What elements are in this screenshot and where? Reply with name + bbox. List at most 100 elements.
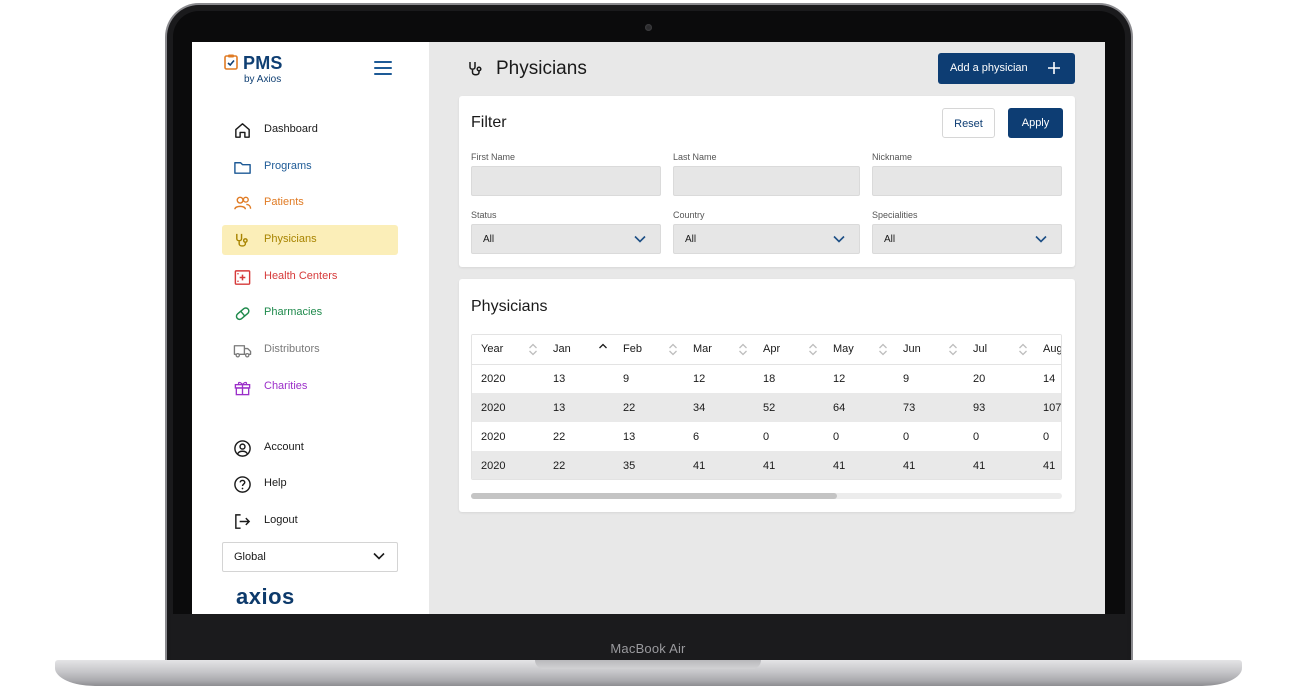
column-header-label: Year — [481, 343, 504, 356]
sidebar-item-account[interactable]: Account — [222, 433, 398, 463]
sidebar-item-pharmacies[interactable]: Pharmacies — [222, 298, 398, 328]
sidebar-item-dashboard[interactable]: Dashboard — [222, 115, 398, 145]
table-cell: 41 — [824, 451, 894, 479]
status-select[interactable]: All — [471, 224, 661, 254]
table-body: 2020 13 9 12 18 12 9 20 14 2020 13 22 34 52 64 73 93 107 2… — [472, 364, 1061, 479]
country-select[interactable]: All — [673, 224, 860, 254]
sidebar-item-physicians[interactable]: Physicians — [222, 225, 398, 255]
sidebar-item-health-centers[interactable]: Health Centers — [222, 262, 398, 292]
column-header-label: May — [833, 343, 854, 356]
chevron-down-icon — [1035, 235, 1047, 243]
table-cell: 13 — [623, 430, 636, 443]
column-header-label: Apr — [763, 343, 781, 356]
column-header-label: Jul — [973, 343, 988, 356]
help-circle-icon — [234, 476, 251, 493]
apply-label: Apply — [1021, 117, 1050, 129]
users-icon — [234, 196, 252, 210]
table-cell: 107 — [1034, 393, 1061, 422]
menu-toggle-icon[interactable] — [374, 61, 392, 75]
sort-icon[interactable] — [948, 343, 958, 356]
first-name-label: First Name — [471, 152, 516, 162]
table-cell: 9 — [623, 372, 630, 385]
table-row[interactable]: 2020 22 13 6 0 0 0 0 0 — [472, 422, 1061, 451]
apply-button[interactable]: Apply — [1008, 108, 1063, 138]
column-header-mar[interactable]: Mar — [684, 335, 754, 365]
pill-icon — [235, 307, 250, 321]
scrollbar-thumb[interactable] — [471, 493, 837, 499]
table-cell: 22 — [553, 430, 566, 443]
region-select[interactable]: Global — [222, 542, 398, 572]
table-cell: 20 — [973, 372, 986, 385]
table-row[interactable]: 2020 13 9 12 18 12 9 20 14 — [472, 364, 1061, 393]
country-label: Country — [673, 210, 705, 220]
sidebar-item-label: Physicians — [264, 233, 317, 245]
column-header-label: Feb — [623, 343, 642, 356]
filter-title: Filter — [471, 114, 507, 131]
last-name-field[interactable] — [673, 166, 860, 196]
first-name-field[interactable] — [471, 166, 661, 196]
nickname-field[interactable] — [872, 166, 1062, 196]
column-header-aug[interactable]: Aug — [1034, 335, 1062, 365]
column-header-label: Aug — [1043, 343, 1062, 356]
column-header-jan[interactable]: Jan — [544, 335, 614, 365]
status-label: Status — [471, 210, 497, 220]
table-cell: 41 — [964, 451, 1034, 479]
sidebar-item-label: Pharmacies — [264, 306, 323, 318]
column-header-feb[interactable]: Feb — [614, 335, 684, 365]
sidebar-item-charities[interactable]: Charities — [222, 372, 398, 402]
column-header-jun[interactable]: Jun — [894, 335, 964, 365]
sidebar-item-label: Programs — [264, 160, 312, 172]
sidebar-item-label: Charities — [264, 380, 308, 392]
table-cell: 2020 — [472, 393, 544, 422]
sidebar-item-label: Help — [264, 477, 287, 489]
table-cell: 6 — [693, 430, 700, 443]
specialities-select[interactable]: All — [872, 224, 1062, 254]
chevron-down-icon — [373, 552, 385, 560]
sort-icon[interactable] — [668, 343, 678, 356]
column-header-label: Mar — [693, 343, 712, 356]
table-cell: 0 — [903, 430, 910, 443]
table-row[interactable]: 2020 22 35 41 41 41 41 41 41 — [472, 451, 1061, 479]
sidebar-item-logout[interactable]: Logout — [222, 506, 398, 536]
nickname-label: Nickname — [872, 152, 913, 162]
table-cell: 93 — [964, 393, 1034, 422]
column-header-year[interactable]: Year — [472, 335, 544, 365]
logout-icon — [235, 514, 251, 529]
sort-icon[interactable] — [528, 343, 538, 356]
column-header-apr[interactable]: Apr — [754, 335, 824, 365]
column-header-may[interactable]: May — [824, 335, 894, 365]
logo-subtitle: by Axios — [244, 74, 282, 85]
add-physician-button[interactable]: Add a physician — [938, 53, 1075, 84]
country-select-value: All — [685, 234, 697, 245]
sort-ascending-icon[interactable] — [598, 343, 608, 356]
stethoscope-icon — [469, 62, 482, 76]
sidebar-item-programs[interactable]: Programs — [222, 152, 398, 182]
column-header-jul[interactable]: Jul — [964, 335, 1034, 365]
sort-icon[interactable] — [878, 343, 888, 356]
sidebar-item-patients[interactable]: Patients — [222, 188, 398, 218]
sidebar-item-label: Health Centers — [264, 270, 338, 282]
status-select-value: All — [483, 234, 495, 245]
table-cell: 9 — [903, 372, 910, 385]
physicians-table-card: Physicians Year Jan Feb Mar Apr May Jun Jul Aug … — [459, 279, 1075, 512]
sidebar-item-distributors[interactable]: Distributors — [222, 335, 398, 365]
table-row[interactable]: 2020 13 22 34 52 64 73 93 107 — [472, 393, 1061, 422]
table-viewport: Year Jan Feb Mar Apr May Jun Jul Aug 2020 13 9 12 18… — [471, 334, 1062, 480]
chevron-down-icon — [634, 235, 646, 243]
table-cell: 12 — [833, 372, 846, 385]
column-header-label: Jan — [553, 343, 571, 356]
app-screen: PMS by Axios Dashboard Programs Patients… — [192, 42, 1105, 614]
sort-icon[interactable] — [808, 343, 818, 356]
add-physician-label: Add a physician — [950, 62, 1028, 74]
table-cell: 0 — [973, 430, 980, 443]
hospital-icon — [234, 270, 251, 285]
sidebar-item-help[interactable]: Help — [222, 469, 398, 499]
chevron-down-icon — [833, 235, 845, 243]
physicians-table: Year Jan Feb Mar Apr May Jun Jul Aug 2020 13 9 12 18… — [472, 335, 1062, 479]
sort-icon[interactable] — [738, 343, 748, 356]
sort-icon[interactable] — [1018, 343, 1028, 356]
reset-button[interactable]: Reset — [942, 108, 995, 138]
table-cell: 2020 — [472, 451, 544, 479]
horizontal-scrollbar[interactable] — [471, 493, 1062, 499]
truck-icon — [233, 345, 252, 358]
